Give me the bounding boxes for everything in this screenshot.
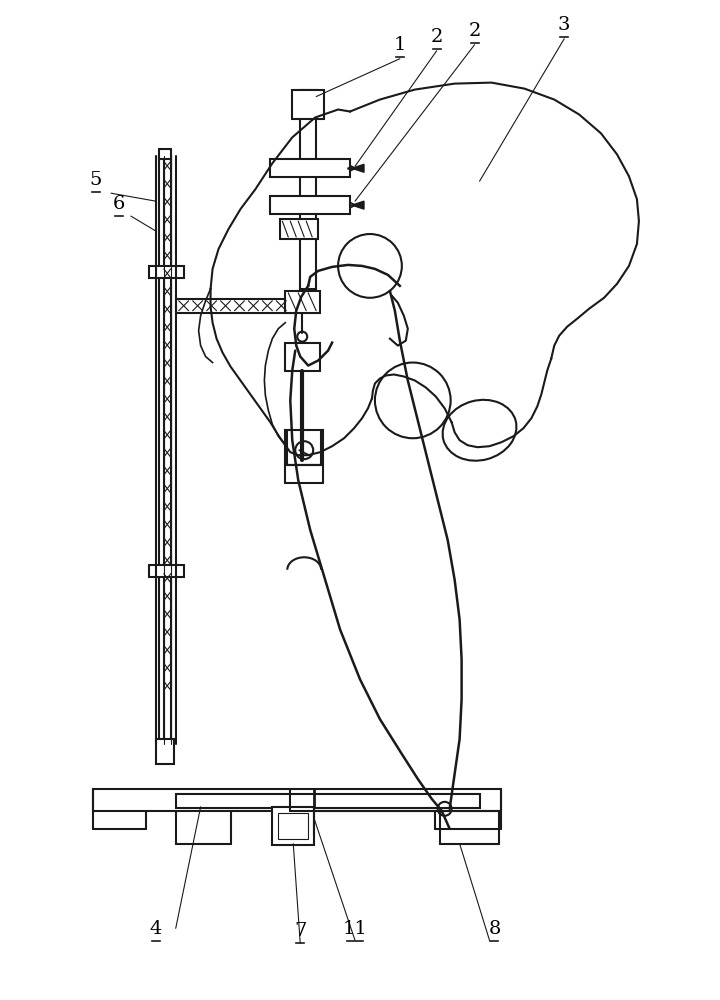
Bar bbox=[176, 794, 480, 808]
Polygon shape bbox=[352, 201, 364, 209]
Bar bbox=[93, 789, 501, 811]
Bar bbox=[300, 90, 316, 289]
Text: 11: 11 bbox=[343, 920, 367, 938]
Bar bbox=[176, 299, 295, 313]
Text: 4: 4 bbox=[150, 920, 162, 938]
Bar bbox=[270, 196, 350, 214]
Bar bbox=[280, 219, 318, 239]
Text: 2: 2 bbox=[469, 22, 481, 40]
Bar bbox=[163, 156, 171, 744]
Bar bbox=[272, 807, 314, 845]
Text: 6: 6 bbox=[113, 195, 125, 213]
Bar bbox=[285, 343, 320, 371]
Text: 7: 7 bbox=[294, 922, 307, 940]
Bar bbox=[149, 266, 184, 278]
Bar bbox=[270, 159, 350, 177]
Bar bbox=[292, 90, 324, 119]
Bar bbox=[285, 430, 323, 465]
Polygon shape bbox=[352, 164, 364, 172]
Text: 3: 3 bbox=[558, 16, 570, 34]
Bar bbox=[285, 465, 323, 483]
Text: 8: 8 bbox=[488, 920, 500, 938]
Bar bbox=[156, 739, 174, 764]
Bar bbox=[159, 149, 171, 159]
Text: 2: 2 bbox=[431, 28, 443, 46]
Text: 5: 5 bbox=[90, 171, 102, 189]
Bar bbox=[279, 813, 308, 839]
Bar bbox=[285, 291, 320, 313]
Bar bbox=[159, 156, 171, 744]
Text: 1: 1 bbox=[394, 36, 406, 54]
Bar bbox=[149, 565, 184, 577]
